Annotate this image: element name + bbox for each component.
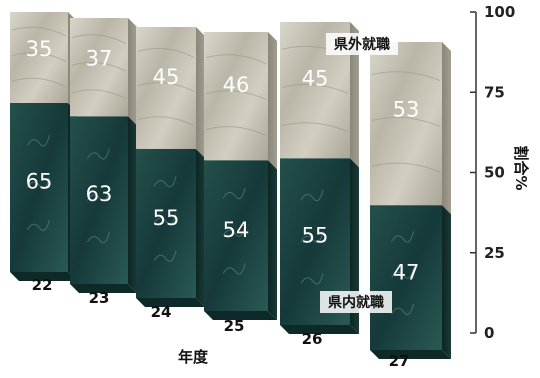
marble-vein bbox=[26, 177, 50, 189]
data-label-upper: 45 bbox=[302, 66, 329, 90]
marble-vein bbox=[86, 231, 110, 244]
x-tick-label: 27 bbox=[389, 352, 410, 370]
data-label-upper: 37 bbox=[86, 46, 113, 70]
bar-segment-lower bbox=[10, 103, 68, 272]
series-label: 県外就職 bbox=[326, 33, 398, 55]
marble-vein bbox=[11, 52, 67, 63]
x-tick-label: 23 bbox=[89, 289, 110, 307]
marble-vein bbox=[137, 47, 195, 58]
marble-vein bbox=[11, 77, 67, 88]
bar-side-upper bbox=[196, 27, 205, 158]
series-label-bg bbox=[326, 33, 398, 55]
bar-25 bbox=[204, 32, 277, 320]
bar-segment-lower bbox=[204, 160, 268, 311]
bar-side-upper bbox=[350, 22, 359, 168]
marble-vein bbox=[391, 303, 415, 315]
x-tick-label: 22 bbox=[32, 276, 53, 294]
series-label-bg bbox=[320, 291, 392, 313]
marble-vein bbox=[281, 84, 349, 94]
marble-vein bbox=[153, 176, 177, 188]
series-label-text: 県内就職 bbox=[328, 294, 384, 311]
marble-vein bbox=[26, 219, 50, 231]
y-tick-label: 0 bbox=[484, 324, 494, 342]
y-axis-title: 割合% bbox=[512, 145, 530, 190]
bar-23 bbox=[70, 18, 137, 293]
y-tick-label: 100 bbox=[484, 3, 515, 21]
x-tick-label: 25 bbox=[224, 317, 245, 335]
marble-vein bbox=[222, 187, 246, 200]
marble-vein bbox=[371, 162, 441, 173]
bar-27 bbox=[370, 42, 451, 359]
marble-vein bbox=[11, 26, 67, 37]
marble-vein bbox=[153, 213, 177, 225]
data-label-lower: 47 bbox=[393, 260, 420, 284]
bar-side-upper bbox=[268, 32, 277, 170]
bar-bottom-face bbox=[370, 350, 451, 359]
bar-side-upper bbox=[442, 42, 451, 215]
data-label-upper: 46 bbox=[223, 73, 250, 97]
marble-vein bbox=[137, 116, 195, 127]
marble-vein bbox=[205, 126, 267, 136]
marble-vein bbox=[391, 231, 415, 243]
bar-bottom-face bbox=[136, 298, 205, 307]
marble-vein bbox=[205, 90, 267, 101]
data-label-lower: 65 bbox=[26, 169, 53, 193]
x-tick-label: 24 bbox=[151, 303, 172, 321]
bar-bottom-face bbox=[204, 311, 277, 320]
data-label-lower: 63 bbox=[86, 182, 113, 206]
bar-side-lower bbox=[196, 148, 205, 307]
data-label-upper: 45 bbox=[153, 65, 180, 89]
series-label-text: 県外就職 bbox=[334, 36, 390, 53]
data-label-upper: 53 bbox=[393, 98, 420, 122]
marble-vein bbox=[300, 273, 324, 285]
marble-vein bbox=[86, 148, 110, 160]
y-axis: 0 25 50 75 100 割合% bbox=[470, 3, 530, 342]
marble-vein bbox=[86, 190, 110, 202]
series-label: 県内就職 bbox=[320, 291, 392, 313]
y-tick-label: 25 bbox=[484, 244, 505, 262]
bar-side-lower bbox=[442, 205, 451, 359]
bar-side-lower bbox=[350, 158, 359, 334]
data-label-lower: 55 bbox=[153, 206, 180, 230]
marble-vein bbox=[222, 225, 246, 237]
marble-vein bbox=[371, 71, 441, 82]
marble-vein bbox=[391, 267, 415, 279]
data-label-lower: 55 bbox=[302, 224, 329, 248]
bar-segment-lower bbox=[70, 116, 128, 284]
marble-vein bbox=[205, 54, 267, 65]
marble-vein bbox=[371, 116, 441, 127]
marble-vein bbox=[281, 122, 349, 133]
bar-side-upper bbox=[128, 18, 137, 126]
labels: 35 65 22 37 63 23 45 55 24 46 54 25 45 55 26 53 47 27 県外就職… bbox=[26, 33, 420, 370]
bar-segment-upper bbox=[370, 42, 442, 206]
bar-segment-lower bbox=[136, 148, 196, 298]
x-axis-title: 年度 bbox=[178, 348, 209, 366]
data-label-upper: 35 bbox=[26, 37, 53, 61]
data-label-lower: 54 bbox=[223, 218, 250, 242]
y-tick-label: 75 bbox=[484, 83, 505, 101]
bars bbox=[10, 12, 451, 359]
marble-vein bbox=[153, 250, 177, 262]
marble-vein bbox=[222, 263, 246, 275]
bar-bottom-face bbox=[70, 284, 137, 293]
marble-vein bbox=[71, 89, 127, 100]
bar-side-lower bbox=[128, 116, 137, 293]
marble-vein bbox=[300, 189, 324, 202]
marble-vein bbox=[300, 231, 324, 243]
marble-vein bbox=[71, 61, 127, 72]
y-tick-label: 50 bbox=[484, 164, 505, 182]
marble-vein bbox=[26, 135, 50, 147]
bar-22 bbox=[10, 12, 77, 281]
bar-side-lower bbox=[268, 160, 277, 320]
marble-vein bbox=[71, 34, 127, 45]
x-tick-label: 26 bbox=[302, 330, 323, 348]
bar-bottom-face bbox=[280, 325, 359, 334]
bar-segment-upper bbox=[10, 12, 68, 103]
bar-bottom-face bbox=[10, 272, 77, 281]
marble-vein bbox=[137, 82, 195, 92]
bar-24 bbox=[136, 27, 205, 307]
